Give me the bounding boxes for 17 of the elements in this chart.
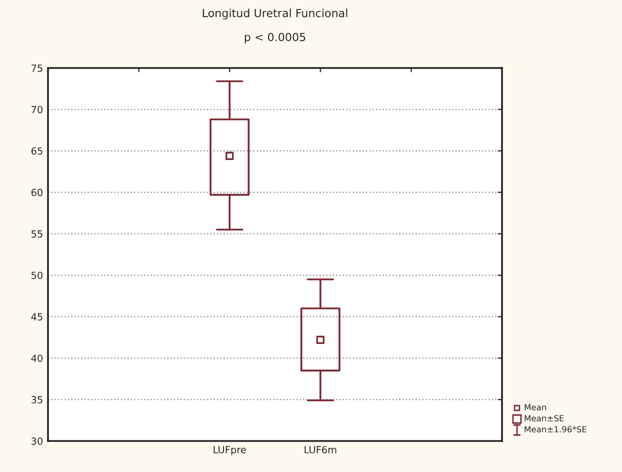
text: Mean±1.96*SE (524, 426, 586, 432)
text: Mean (524, 404, 546, 410)
y-tick-label: 55 (32, 230, 42, 238)
y-tick-label: 40 (31, 354, 42, 362)
chart-title: Longitud Uretral Funcional (202, 8, 348, 20)
y-tick-label: 30 (32, 437, 42, 445)
y-tick-label: 70 (32, 106, 42, 114)
y-tick-label: 75 (32, 64, 42, 72)
chart-subtitle: p < 0.0005 (244, 32, 306, 44)
x-tick-label: LUF6m (304, 446, 336, 454)
y-tick-label: 50 (32, 272, 42, 280)
y-tick-label: 35 (32, 396, 42, 404)
y-tick-label: 65 (31, 147, 42, 155)
y-tick-label: 45 (31, 313, 42, 320)
text: Mean±SE (524, 415, 564, 422)
y-tick-label: 60 (31, 188, 42, 196)
x-tick-label: LUFpre (214, 446, 246, 456)
